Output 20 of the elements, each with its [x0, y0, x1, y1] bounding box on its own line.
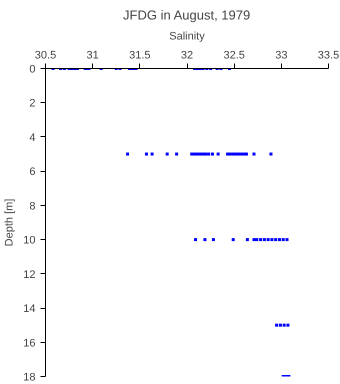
y-tick-label: 14 [23, 303, 36, 316]
y-axis-title: Depth [m] [3, 198, 16, 246]
x-tick-label: 32 [180, 50, 194, 62]
x-axis-title: Salinity [169, 30, 206, 42]
y-tick-label: 0 [29, 64, 36, 76]
y-tick-label: 16 [23, 337, 36, 350]
chart-title: JFDG in August, 1979 [123, 8, 250, 22]
x-tick-label: 30.5 [34, 50, 56, 62]
y-tick-label: 6 [29, 166, 36, 178]
y-tick-label: 18 [23, 372, 36, 384]
y-tick-label: 4 [29, 132, 36, 144]
y-tick-label: 2 [29, 98, 36, 110]
x-tick-label: 32.5 [223, 50, 245, 62]
x-tick-label: 31.5 [129, 50, 151, 62]
y-tick-label: 12 [23, 268, 36, 281]
x-tick-label: 33 [275, 50, 288, 62]
x-tick-label: 33.5 [318, 50, 340, 62]
y-tick-label: 8 [29, 200, 36, 212]
x-tick-label: 31 [86, 50, 99, 62]
y-tick-label: 10 [23, 234, 36, 247]
